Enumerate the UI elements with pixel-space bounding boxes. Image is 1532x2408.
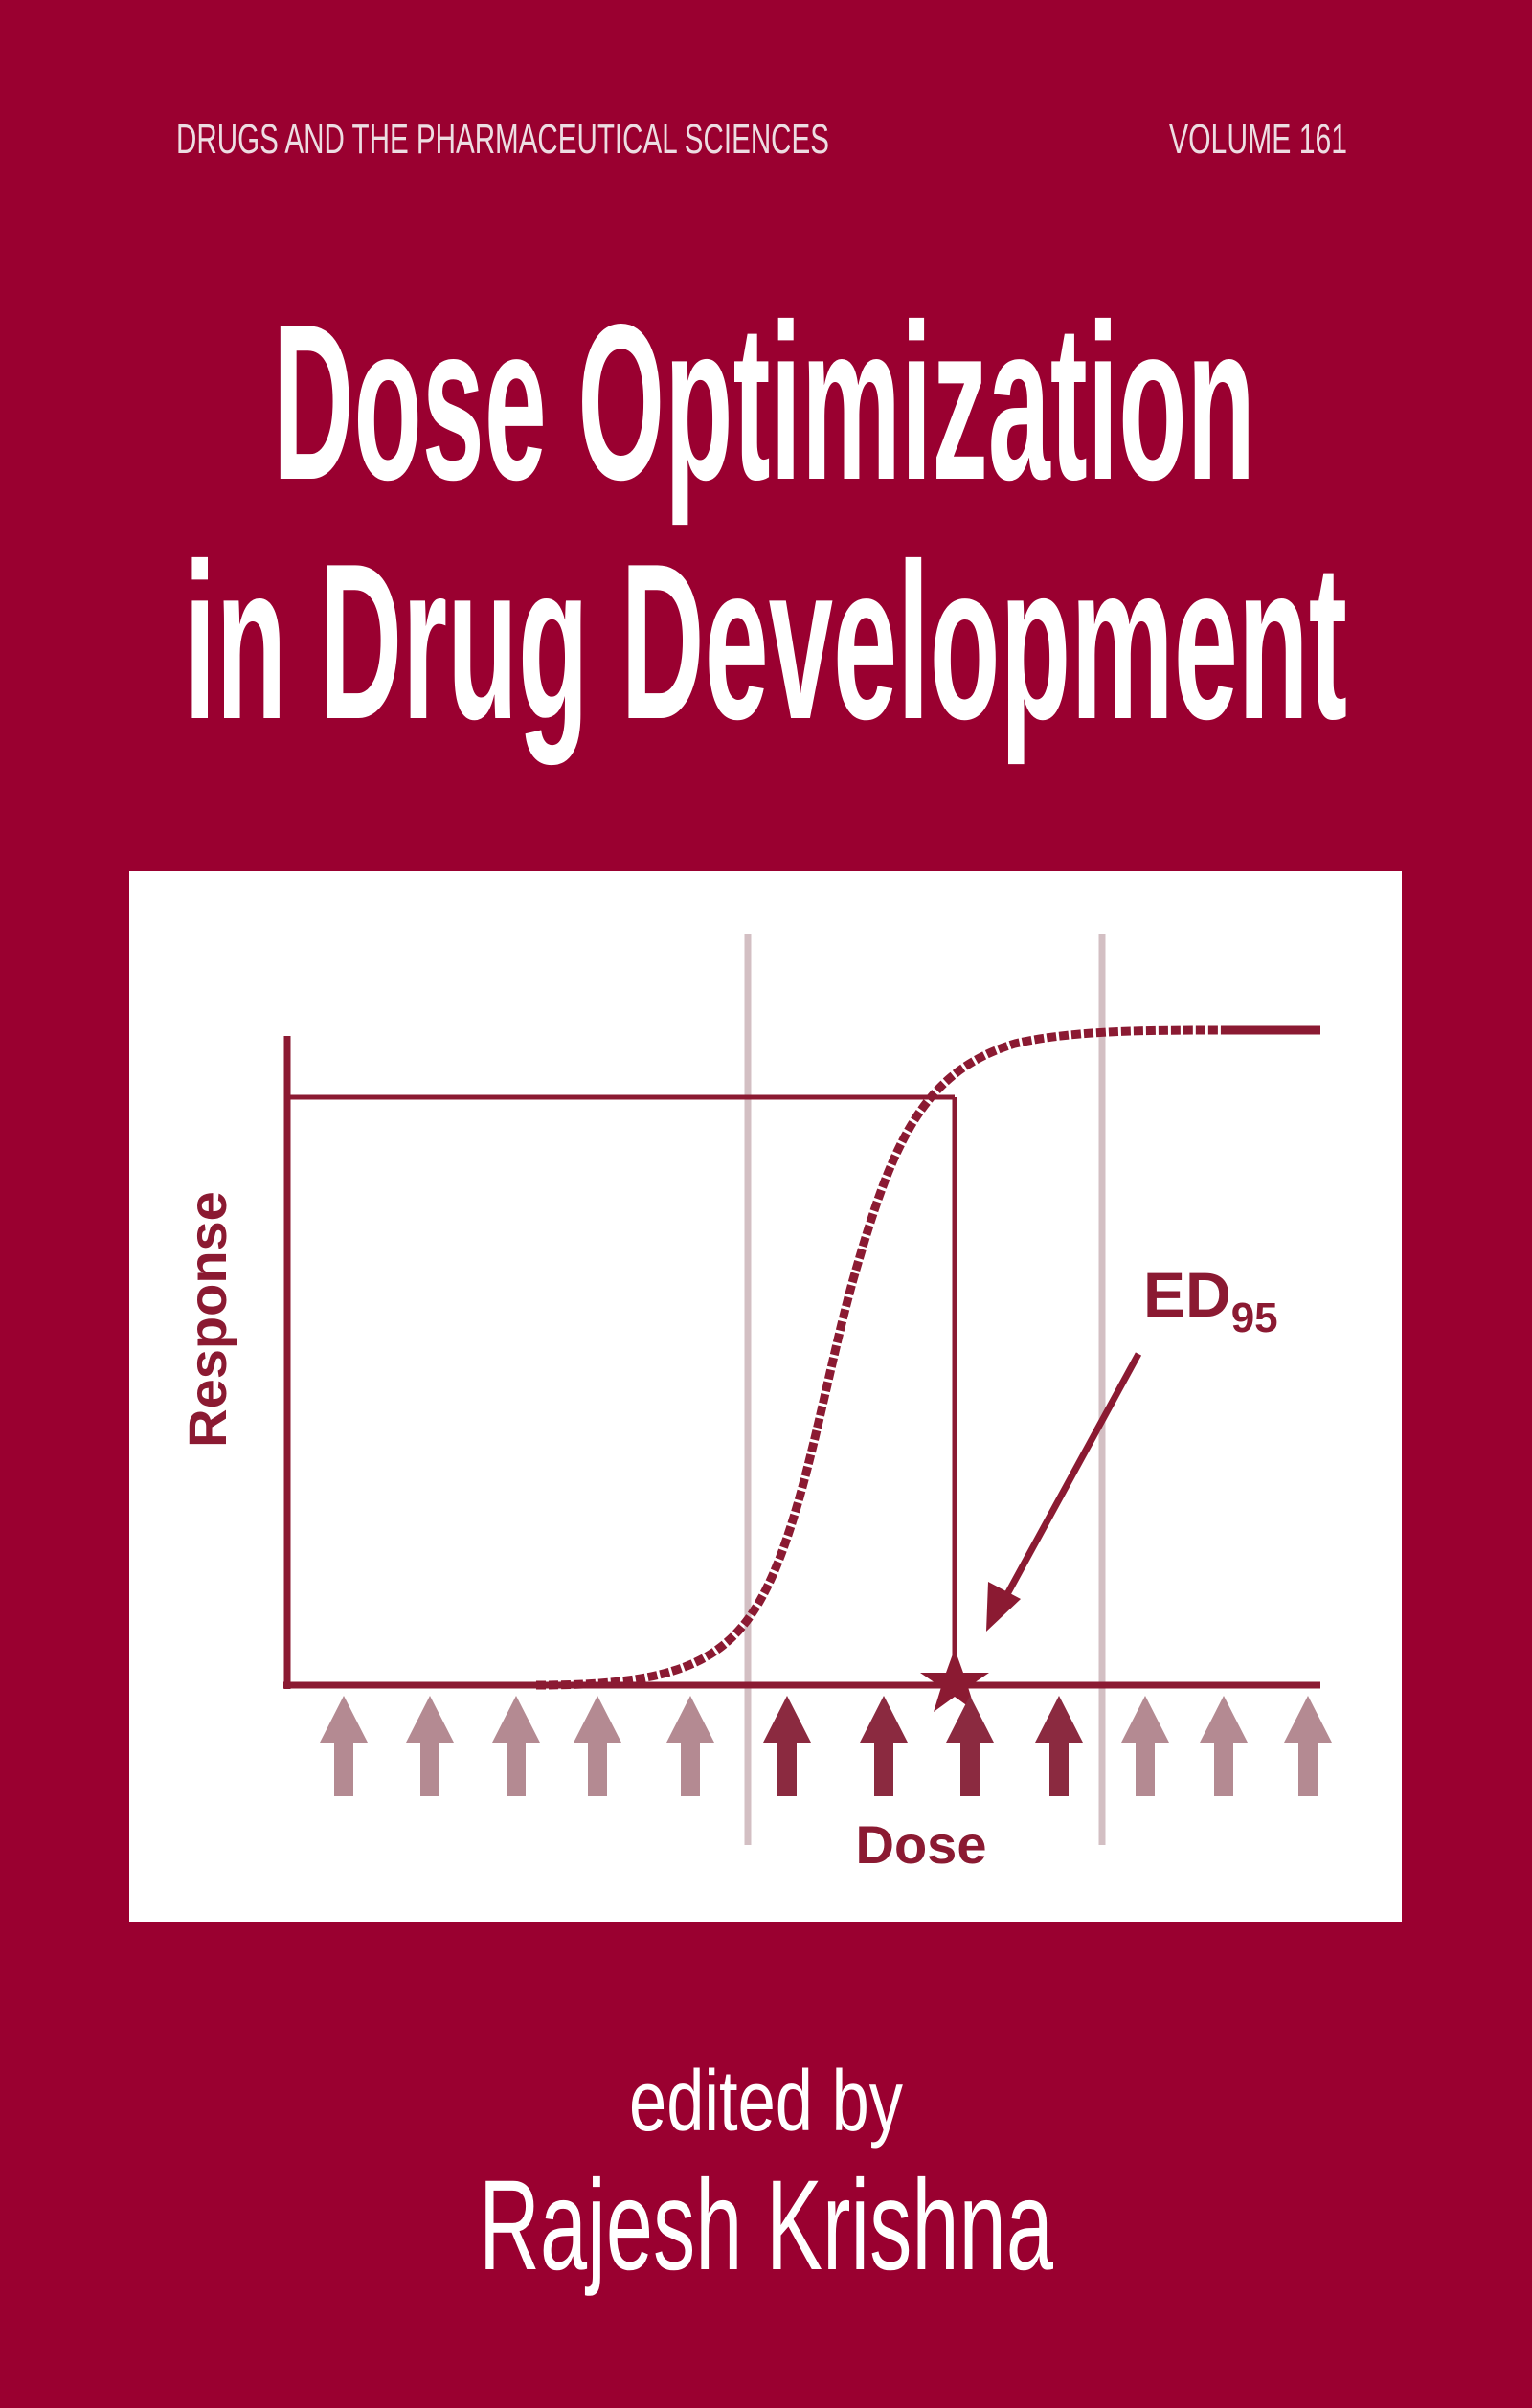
annotation: ED95 bbox=[1143, 1259, 1278, 1341]
title-line: Dose Optimization bbox=[273, 279, 1255, 527]
x-axis-label: Dose bbox=[856, 1814, 987, 1875]
dose-arrows bbox=[320, 1696, 1332, 1796]
dose-arrow bbox=[1035, 1696, 1083, 1796]
dose-arrow bbox=[860, 1696, 908, 1796]
annotation-arrow bbox=[998, 1352, 1142, 1607]
dose-arrow bbox=[406, 1696, 454, 1796]
dose-arrow bbox=[946, 1696, 994, 1796]
dose-arrow bbox=[1200, 1696, 1248, 1796]
dose-arrow bbox=[492, 1696, 540, 1796]
dose-arrow bbox=[574, 1696, 621, 1796]
annotation-main: ED bbox=[1143, 1259, 1231, 1330]
annotation-subscript: 95 bbox=[1231, 1294, 1278, 1341]
series-name: DRUGS AND THE PHARMACEUTICAL SCIENCES bbox=[176, 116, 829, 163]
edited-by: edited by bbox=[629, 2054, 903, 2149]
figure: ED95 Response Dose bbox=[129, 871, 1402, 1922]
dose-response-curve bbox=[535, 1025, 1227, 1690]
dose-arrow bbox=[666, 1696, 714, 1796]
annotation-arrowhead bbox=[986, 1582, 1021, 1632]
editor: Rajesh Krishna bbox=[479, 2154, 1053, 2297]
dose-arrow bbox=[320, 1696, 368, 1796]
ed95-star bbox=[920, 1649, 989, 1712]
volume: VOLUME 161 bbox=[1169, 116, 1347, 163]
title-line: in Drug Development bbox=[184, 518, 1347, 766]
dose-arrow bbox=[1121, 1696, 1169, 1796]
y-axis-label: Response bbox=[177, 1191, 237, 1448]
dose-arrow bbox=[763, 1696, 811, 1796]
dose-arrow bbox=[1284, 1696, 1332, 1796]
